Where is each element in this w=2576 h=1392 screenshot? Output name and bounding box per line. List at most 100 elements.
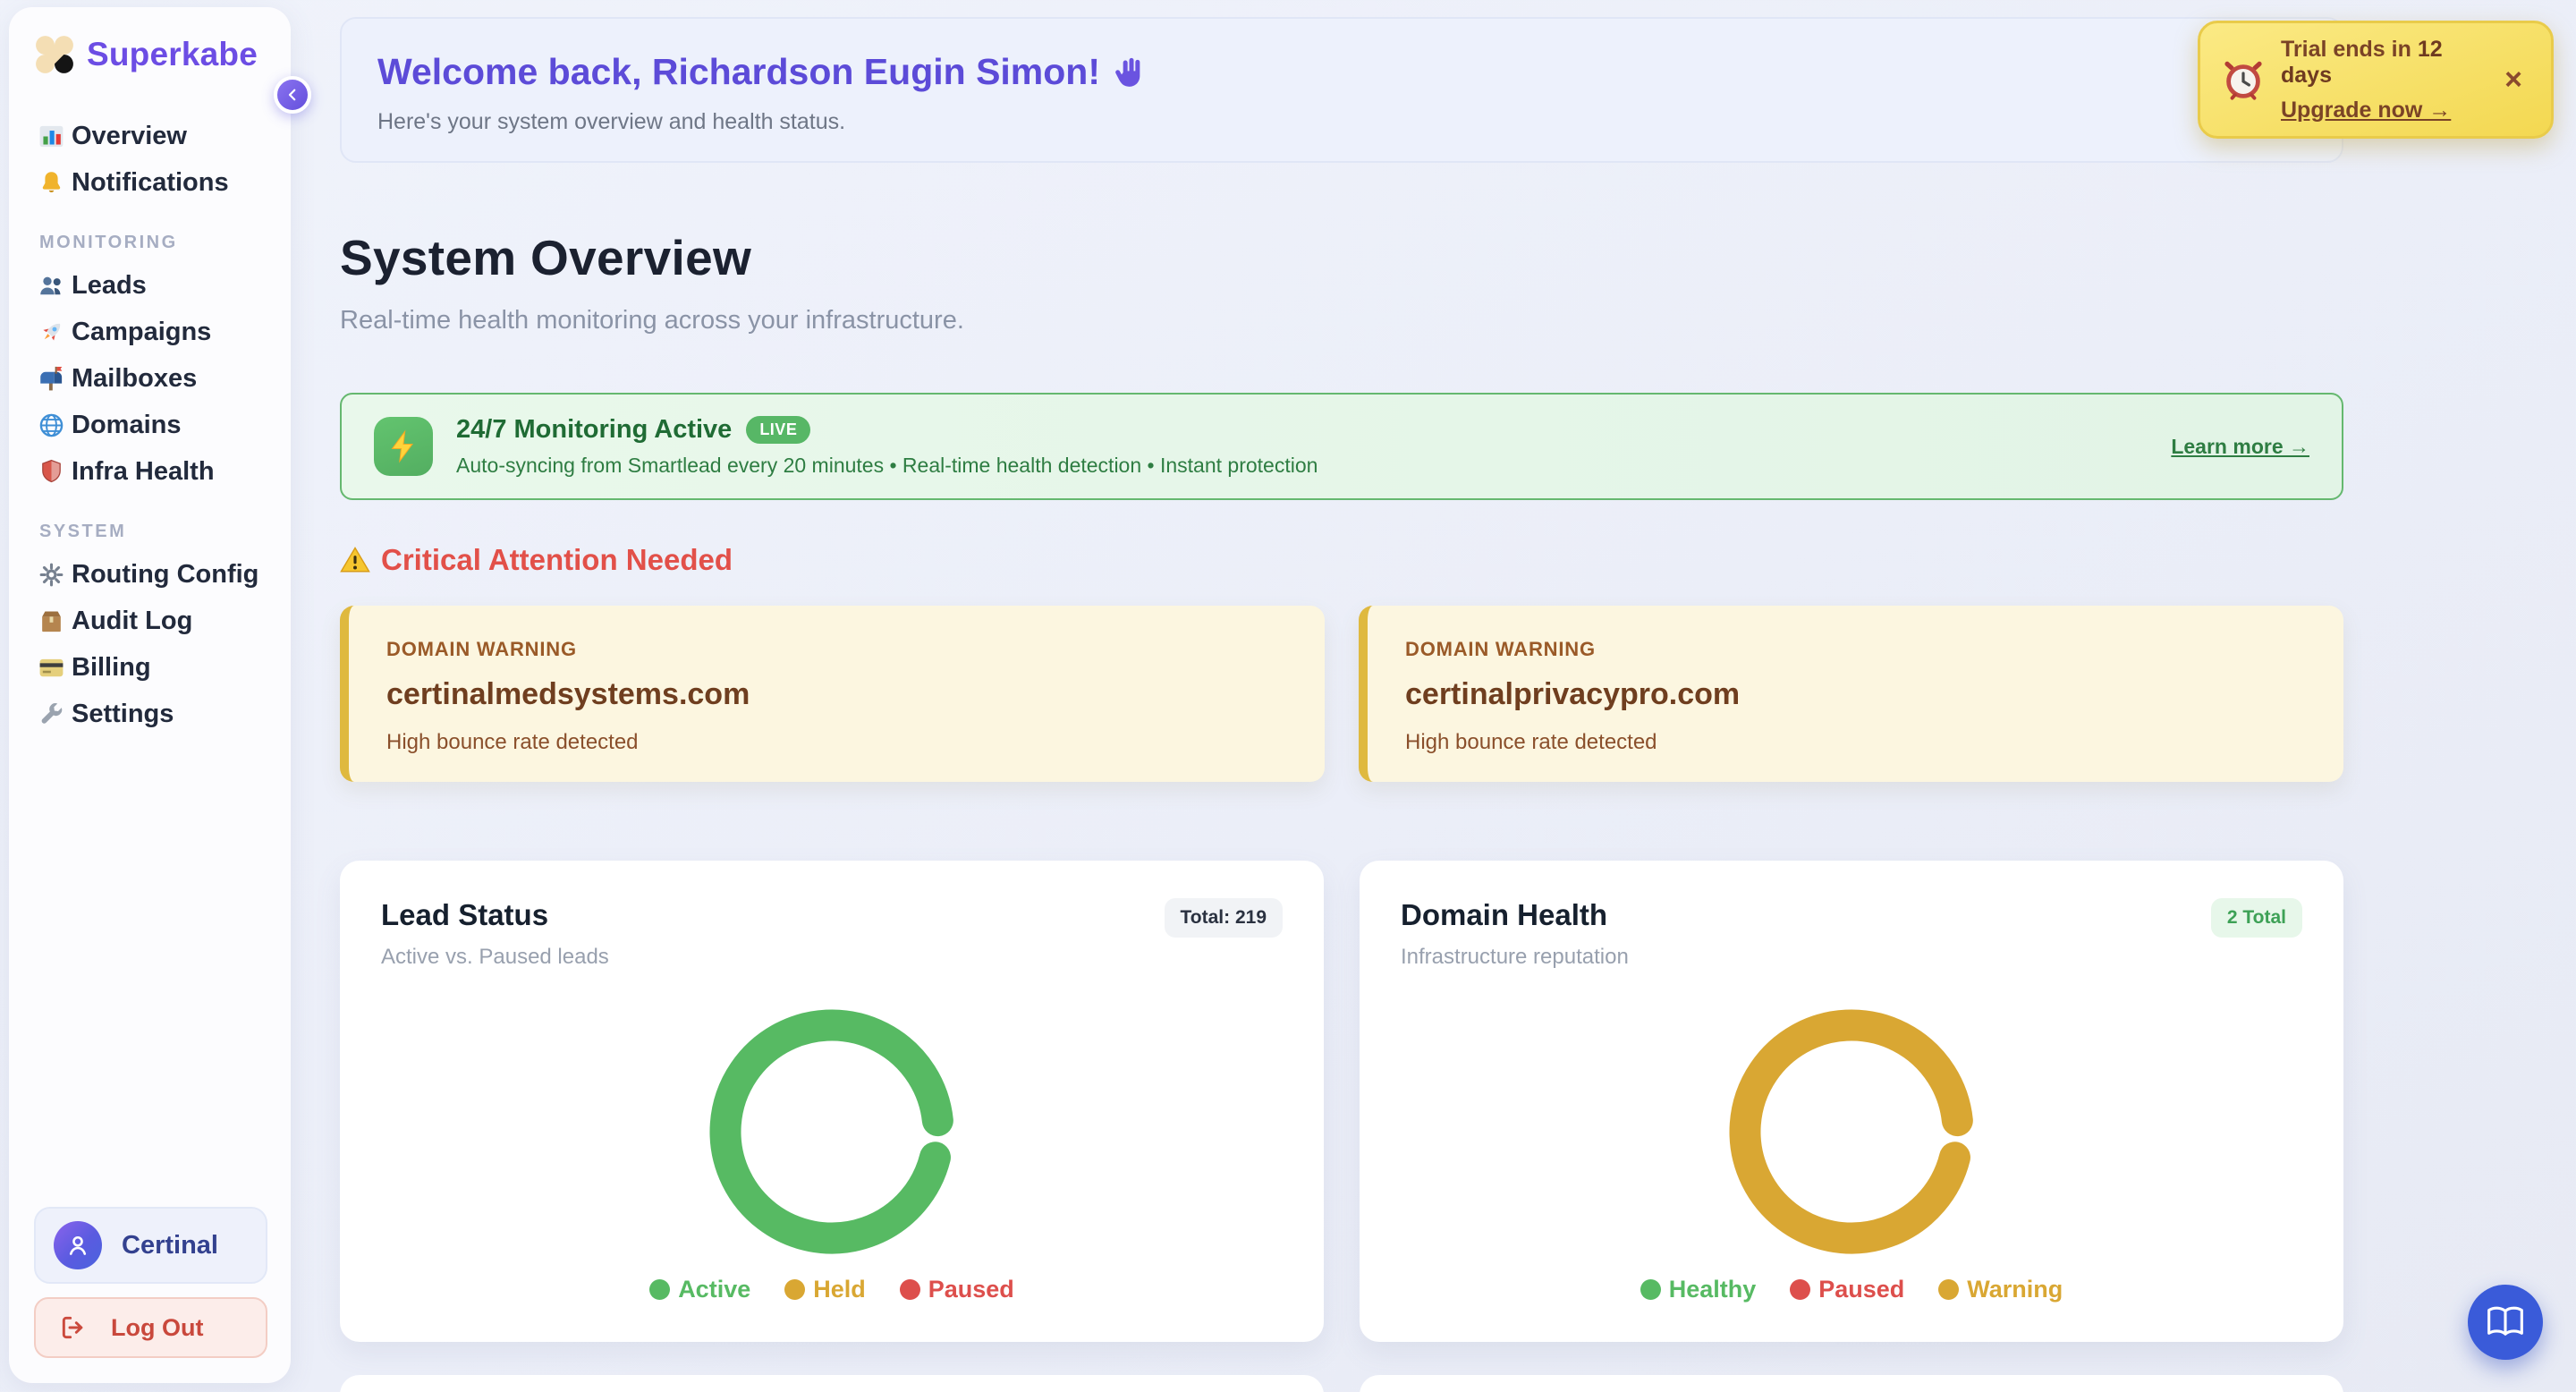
sidebar-item-settings[interactable]: Settings (34, 694, 267, 734)
upgrade-link[interactable]: Upgrade now → (2281, 97, 2452, 123)
domain-health-card: Domain Health Infrastructure reputation … (1360, 861, 2343, 1342)
gear-icon (38, 561, 65, 589)
welcome-banner: Welcome back, Richardson Eugin Simon! He… (340, 17, 2343, 163)
sidebar-item-label: Notifications (72, 168, 229, 197)
people-icon (38, 272, 65, 300)
docs-fab-button[interactable] (2468, 1285, 2543, 1360)
user-card[interactable]: Certinal (34, 1207, 267, 1284)
domain-warning-card[interactable]: DOMAIN WARNING certinalprivacypro.com Hi… (1359, 606, 2343, 782)
logout-icon (62, 1316, 83, 1339)
legend-item: Healthy (1640, 1276, 1757, 1303)
legend-dot (899, 1279, 920, 1300)
sidebar-item-infra-health[interactable]: Infra Health (34, 452, 267, 492)
sidebar-section-monitoring: MONITORING (39, 233, 178, 252)
lead-status-card: Lead Status Active vs. Paused leads Tota… (340, 861, 1324, 1342)
critical-attention-header: Critical Attention Needed (340, 543, 2343, 577)
warning-triangle-icon (340, 547, 370, 573)
sidebar-item-domains[interactable]: Domains (34, 405, 267, 446)
sidebar-item-mailboxes[interactable]: Mailboxes (34, 359, 267, 399)
warning-cards: DOMAIN WARNING certinalmedsystems.com Hi… (340, 606, 2343, 782)
chart-subtitle: Infrastructure reputation (1401, 945, 1629, 969)
chart-title: Lead Status (381, 898, 549, 931)
avatar (54, 1221, 102, 1269)
bar-chart-icon (38, 123, 65, 150)
brand-name: Superkabe (87, 36, 258, 72)
open-book-icon (2487, 1306, 2523, 1336)
rocket-icon (38, 318, 65, 346)
warning-tag: DOMAIN WARNING (1405, 638, 1596, 660)
sidebar-collapse-button[interactable] (274, 76, 311, 114)
legend-dot (1938, 1279, 1960, 1300)
page-title: System Overview (340, 230, 752, 285)
monitoring-description: Auto-syncing from Smartlead every 20 min… (456, 454, 1318, 477)
legend-item: Paused (899, 1276, 1014, 1303)
next-row-card (340, 1375, 1324, 1392)
monitoring-banner: 24/7 Monitoring Active LIVE Auto-syncing… (340, 393, 2343, 500)
sidebar-item-leads[interactable]: Leads (34, 266, 267, 306)
mailbox-icon (38, 365, 65, 393)
chart-subtitle: Active vs. Paused leads (381, 945, 609, 969)
critical-attention-title: Critical Attention Needed (381, 543, 733, 576)
sidebar-item-audit-log[interactable]: Audit Log (34, 601, 267, 641)
warning-message: High bounce rate detected (386, 730, 639, 754)
sidebar-item-label: Overview (72, 122, 187, 150)
next-row-cards (340, 1375, 2343, 1392)
learn-more-link[interactable]: Learn more → (2171, 434, 2309, 458)
welcome-subtitle: Here's your system overview and health s… (377, 109, 846, 134)
monitoring-title: 24/7 Monitoring Active (456, 415, 733, 444)
sidebar-section-system: SYSTEM (39, 522, 127, 541)
sidebar-item-label: Infra Health (72, 457, 215, 486)
sidebar-item-billing[interactable]: Billing (34, 648, 267, 688)
legend-item: Warning (1938, 1276, 2063, 1303)
warning-domain: certinalmedsystems.com (386, 677, 750, 711)
legend-dot (784, 1279, 806, 1300)
warning-domain: certinalprivacypro.com (1405, 677, 1741, 711)
welcome-title: Welcome back, Richardson Eugin Simon! (377, 51, 2306, 93)
logout-button[interactable]: Log Out (34, 1297, 267, 1358)
trial-ends-text: Trial ends in 12 days (2281, 36, 2443, 88)
waving-hand-icon (1115, 57, 1140, 87)
legend-dot (1640, 1279, 1661, 1300)
close-icon[interactable]: × (2504, 63, 2522, 97)
legend-label: Healthy (1668, 1276, 1757, 1303)
sidebar-item-label: Mailboxes (72, 364, 198, 393)
total-badge: 2 Total (2210, 898, 2302, 938)
sidebar-item-label: Domains (72, 411, 182, 439)
warning-message: High bounce rate detected (1405, 730, 1657, 754)
legend-label: Active (678, 1276, 751, 1303)
sidebar-item-notifications[interactable]: Notifications (34, 163, 267, 203)
live-badge: LIVE (746, 416, 811, 444)
bell-icon (38, 169, 65, 197)
sidebar-item-routing-config[interactable]: Routing Config (34, 555, 267, 595)
monitoring-text: 24/7 Monitoring Active LIVE Auto-syncing… (456, 415, 2148, 478)
page-subtitle: Real-time health monitoring across your … (340, 306, 964, 335)
wrench-icon (38, 700, 65, 728)
legend-label: Paused (1818, 1276, 1905, 1303)
sidebar-item-label: Settings (72, 700, 174, 728)
warning-tag: DOMAIN WARNING (386, 638, 577, 660)
sidebar-item-label: Audit Log (72, 607, 193, 635)
sidebar-item-label: Leads (72, 271, 147, 300)
sidebar-item-label: Routing Config (72, 560, 259, 589)
legend-dot (649, 1279, 671, 1300)
box-icon (38, 607, 65, 635)
chart-legend: Active Held Paused (381, 1276, 1283, 1303)
user-name: Certinal (122, 1230, 218, 1260)
legend-label: Held (813, 1276, 866, 1303)
trial-days: 12 days (2281, 36, 2443, 88)
brand-logo-row[interactable]: Superkabe (34, 34, 267, 75)
lead-status-donut (381, 1009, 1283, 1254)
shield-icon (38, 458, 65, 486)
legend-item: Active (649, 1276, 750, 1303)
legend-dot (1790, 1279, 1811, 1300)
legend-item: Paused (1790, 1276, 1904, 1303)
person-icon (69, 1235, 87, 1255)
sidebar-item-overview[interactable]: Overview (34, 116, 267, 157)
sidebar-item-campaigns[interactable]: Campaigns (34, 312, 267, 352)
alarm-clock-icon (2224, 61, 2262, 100)
legend-item: Held (784, 1276, 866, 1303)
domain-warning-card[interactable]: DOMAIN WARNING certinalmedsystems.com Hi… (340, 606, 1325, 782)
total-badge: Total: 219 (1164, 898, 1283, 938)
chevron-left-icon (288, 89, 296, 101)
brand-logo-icon (34, 34, 75, 75)
